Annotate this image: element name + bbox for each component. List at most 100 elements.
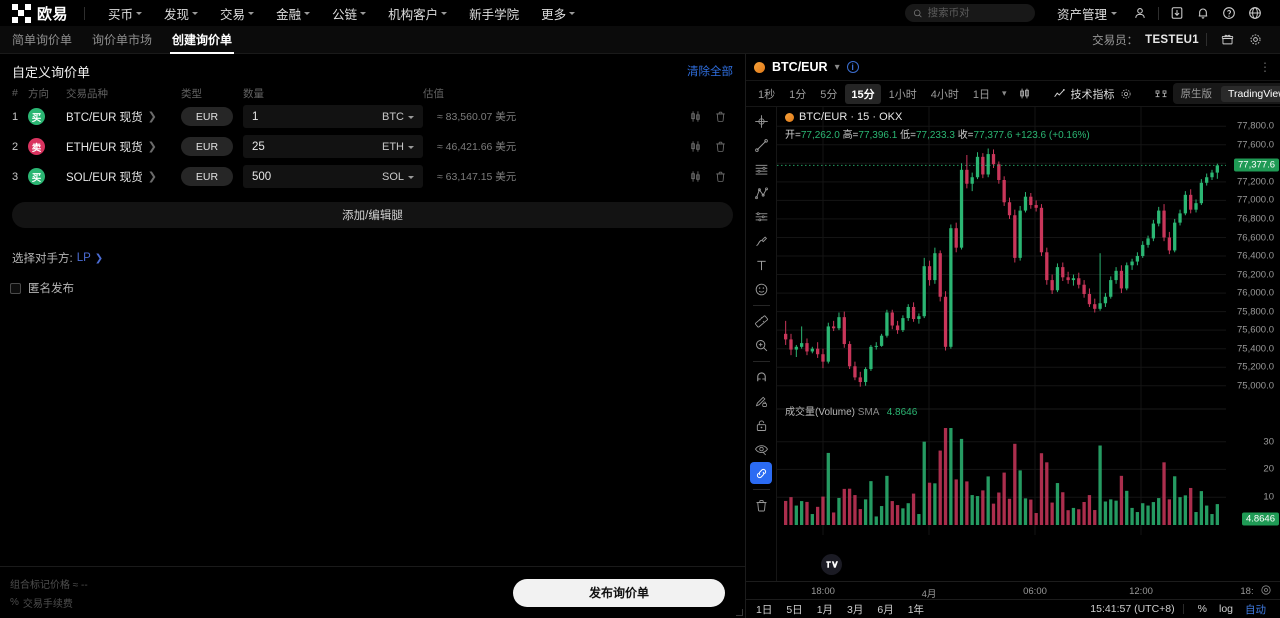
timeframe-1秒[interactable]: 1秒 [758, 88, 776, 101]
indicators-label[interactable]: 技术指标 [1070, 88, 1115, 101]
type-pill[interactable]: EUR [181, 167, 233, 186]
user-icon[interactable] [1127, 0, 1153, 26]
info-icon[interactable]: i [846, 61, 859, 73]
type-pill[interactable]: EUR [181, 107, 233, 126]
chart-plot-area[interactable]: BTC/EUR · 15 · OKX 开=77,262.0 高=77,396.1… [777, 107, 1248, 581]
view-chart-icon[interactable] [689, 110, 702, 123]
search-box[interactable] [904, 4, 1035, 22]
side-badge[interactable]: 买 [28, 168, 45, 185]
ruler-icon[interactable] [750, 310, 772, 332]
download-icon[interactable] [1164, 0, 1190, 26]
range-5日[interactable]: 5日 [786, 603, 803, 616]
time-axis-settings-icon[interactable] [1260, 584, 1272, 599]
nav-item-3[interactable]: 金融 [265, 0, 321, 26]
quantity-field[interactable]: BTC [243, 105, 423, 128]
chart-settings-icon[interactable] [1115, 88, 1137, 100]
view-mode-0[interactable]: 原生版 [1180, 88, 1213, 100]
row-side[interactable]: 买 [28, 168, 66, 185]
view-chart-icon[interactable] [689, 140, 702, 153]
anonymous-publish-toggle[interactable]: 匿名发布 [10, 280, 745, 296]
eye-hide-icon[interactable] [750, 438, 772, 460]
zoom-in-icon[interactable] [750, 334, 772, 356]
time-axis[interactable]: 18:00 4月 06:00 12:00 18: [746, 581, 1280, 600]
chart-layout-icon[interactable] [1149, 88, 1173, 100]
delete-row-icon[interactable] [714, 140, 727, 153]
quantity-currency-select[interactable]: ETH [382, 141, 414, 153]
timeframe-1小时[interactable]: 1小时 [888, 88, 917, 101]
footer-option-0[interactable]: % [1197, 603, 1207, 615]
chevron-down-icon[interactable]: ▾ [834, 61, 840, 73]
side-badge[interactable]: 买 [28, 108, 45, 125]
text-icon[interactable] [750, 254, 772, 276]
okx-logo[interactable]: 欧易 [12, 3, 68, 24]
settings-icon[interactable] [1242, 27, 1268, 53]
row-instrument[interactable]: BTC/EUR 现货 ❯ [66, 109, 181, 125]
trend-line-icon[interactable] [750, 134, 772, 156]
delete-row-icon[interactable] [714, 170, 727, 183]
type-pill[interactable]: EUR [181, 137, 233, 156]
publish-rfq-button[interactable]: 发布询价单 [513, 578, 725, 607]
indicator-icon[interactable] [1048, 87, 1071, 100]
timeframe-1日[interactable]: 1日 [972, 88, 990, 101]
range-1日[interactable]: 1日 [756, 603, 773, 616]
tab-2[interactable]: 创建询价单 [162, 26, 242, 54]
quantity-currency-select[interactable]: SOL [382, 171, 414, 183]
view-chart-icon[interactable] [689, 170, 702, 183]
nav-item-7[interactable]: 更多 [530, 0, 586, 26]
trash-icon[interactable] [750, 494, 772, 516]
range-3月[interactable]: 3月 [847, 603, 864, 616]
magnet-icon[interactable] [750, 366, 772, 388]
side-badge[interactable]: 卖 [28, 138, 45, 155]
row-side[interactable]: 买 [28, 108, 66, 125]
row-side[interactable]: 卖 [28, 138, 66, 155]
tab-0[interactable]: 简单询价单 [12, 33, 73, 47]
candle-type-icon[interactable] [1013, 87, 1036, 100]
counterparty-selector[interactable]: 选择对手方: LP ❯ [12, 250, 745, 266]
pitchfork-icon[interactable] [750, 182, 772, 204]
help-icon[interactable] [1216, 0, 1242, 26]
globe-icon[interactable] [1242, 0, 1268, 26]
link-sync-icon[interactable] [750, 462, 772, 484]
quantity-input[interactable] [252, 170, 382, 183]
clear-all-button[interactable]: 清除全部 [687, 66, 733, 78]
timeframe-4小时[interactable]: 4小时 [930, 88, 959, 101]
quantity-field[interactable]: SOL [243, 165, 423, 188]
fib-retracement-icon[interactable] [750, 206, 772, 228]
brush-icon[interactable] [750, 230, 772, 252]
resize-handle[interactable] [736, 609, 743, 616]
counterparty-value[interactable]: LP [76, 252, 91, 264]
gift-icon[interactable] [1214, 27, 1240, 53]
pencil-lock-icon[interactable] [750, 390, 772, 412]
nav-item-6[interactable]: 新手学院 [458, 0, 530, 26]
lock-icon[interactable] [750, 414, 772, 436]
quantity-currency-select[interactable]: BTC [382, 111, 414, 123]
nav-item-0[interactable]: 买币 [97, 0, 153, 26]
anonymous-checkbox[interactable] [10, 282, 21, 294]
timeframe-5分[interactable]: 5分 [820, 88, 838, 101]
tab-1[interactable]: 询价单市场 [92, 33, 153, 47]
timeframe-1分[interactable]: 1分 [789, 88, 807, 101]
chart-menu-icon[interactable]: ⋮ [1259, 60, 1272, 74]
horizontal-lines-icon[interactable] [750, 158, 772, 180]
bell-icon[interactable] [1190, 0, 1216, 26]
timeframe-15分[interactable]: 15分 [845, 83, 881, 104]
delete-row-icon[interactable] [714, 110, 727, 123]
add-edit-leg-button[interactable]: 添加/编辑腿 [12, 202, 733, 228]
nav-item-2[interactable]: 交易 [209, 0, 265, 26]
search-input[interactable] [927, 7, 1027, 19]
range-1年[interactable]: 1年 [907, 603, 925, 616]
tradingview-logo-icon[interactable] [821, 554, 842, 575]
asset-management-menu[interactable]: 资产管理 [1047, 4, 1127, 23]
quantity-input[interactable] [252, 140, 382, 153]
footer-option-2[interactable]: 自动 [1245, 603, 1266, 616]
range-6月[interactable]: 6月 [877, 603, 894, 616]
nav-item-4[interactable]: 公链 [321, 0, 377, 26]
quantity-field[interactable]: ETH [243, 135, 423, 158]
timeframe-more-icon[interactable]: ▾ [1002, 88, 1007, 98]
row-instrument[interactable]: ETH/EUR 现货 ❯ [66, 139, 181, 155]
nav-item-1[interactable]: 发现 [153, 0, 209, 26]
emoji-icon[interactable] [750, 278, 772, 300]
row-instrument[interactable]: SOL/EUR 现货 ❯ [66, 169, 181, 185]
nav-item-5[interactable]: 机构客户 [377, 0, 458, 26]
range-1月[interactable]: 1月 [816, 603, 834, 616]
